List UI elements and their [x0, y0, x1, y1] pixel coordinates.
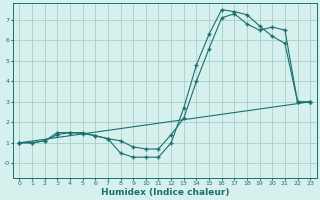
X-axis label: Humidex (Indice chaleur): Humidex (Indice chaleur)	[100, 188, 229, 197]
